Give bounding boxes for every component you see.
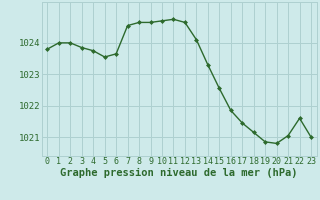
- X-axis label: Graphe pression niveau de la mer (hPa): Graphe pression niveau de la mer (hPa): [60, 168, 298, 178]
